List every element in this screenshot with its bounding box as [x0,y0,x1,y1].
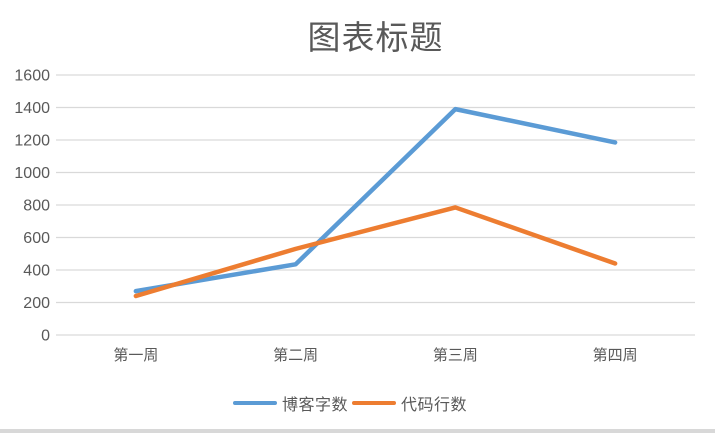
legend-line-swatch-code-line-count [352,400,396,406]
plot-area: 0 200 400 600 800 1000 1200 1400 1600 第一周 第二周 第三周 第四… [14,68,695,364]
y-tick-label-400: 400 [23,263,50,280]
x-tick-label-3: 第三周 [433,346,478,364]
legend-line-swatch-blog-word-count [232,400,277,406]
legend-label-blog-word-count: 博客字数 [281,397,348,414]
y-tick-label-600: 600 [23,230,50,247]
legend-label-code-line-count: 代码行数 [401,397,468,414]
x-tick-label-1: 第一周 [113,346,158,364]
legend-item-code-line-count[interactable]: 代码行数 [352,391,467,415]
y-tick-label-1000: 1000 [14,165,50,182]
y-tick-label-1200: 1200 [14,133,50,150]
series-line-code-line-count[interactable] [133,205,618,299]
y-tick-label-1600: 1600 [14,68,50,85]
chart-title: 图表标题 [307,19,444,56]
y-tick-label-1400: 1400 [14,100,50,117]
y-tick-label-800: 800 [23,198,50,215]
x-tick-label-2: 第二周 [273,346,318,364]
legend-item-blog-word-count[interactable]: 博客字数 [232,391,348,415]
x-tick-label-4: 第四周 [593,346,638,364]
series-line-blog-word-count[interactable] [133,106,618,294]
y-tick-label-200: 200 [23,295,50,312]
y-tick-label-0: 0 [41,328,50,345]
legend: 博客字数 代码行数 [0,392,700,414]
window-bottom-edge [0,429,715,433]
